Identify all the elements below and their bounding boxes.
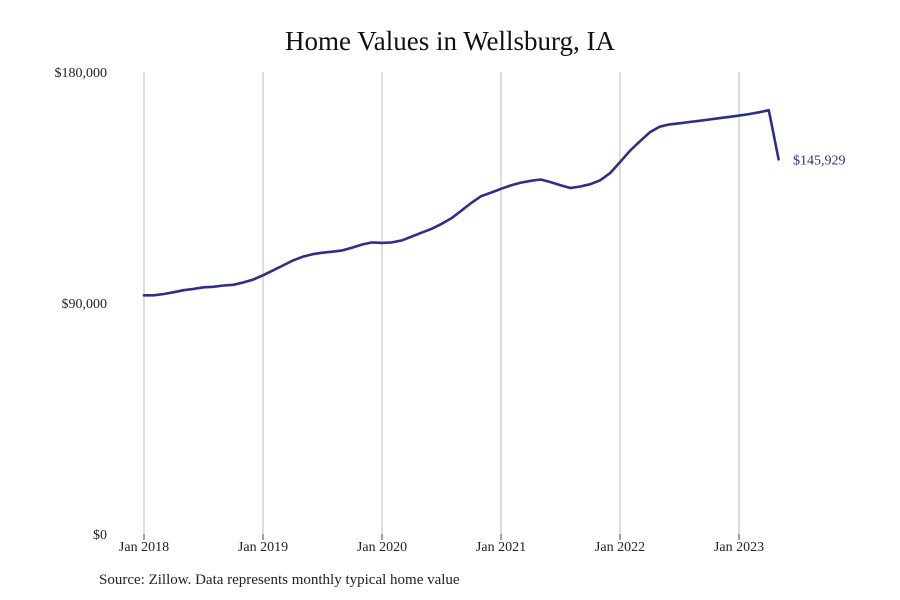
- y-tick-label: $90,000: [62, 297, 108, 312]
- series-layer: [142, 108, 780, 297]
- y-tick-label: $180,000: [55, 66, 108, 81]
- x-tick-label: Jan 2020: [357, 540, 407, 555]
- y-tick-label: $0: [93, 528, 107, 543]
- x-tick-label: Jan 2023: [714, 540, 764, 555]
- y-axis-tick-labels: $0 $90,000 $180,000: [55, 66, 108, 543]
- source-note: Source: Zillow. Data represents monthly …: [99, 572, 460, 588]
- end-value-label: $145,929: [793, 153, 846, 168]
- x-tick-label: Jan 2019: [238, 540, 288, 555]
- chart-title: Home Values in Wellsburg, IA: [284, 26, 616, 56]
- x-tick-label: Jan 2022: [595, 540, 645, 555]
- x-tick-label: Jan 2021: [476, 540, 526, 555]
- data-labels: $145,929: [793, 153, 846, 168]
- x-axis-tick-labels: Jan 2018 Jan 2019 Jan 2020 Jan 2021 Jan 2022…: [119, 540, 764, 555]
- grid-lines: [143, 72, 740, 540]
- series-line: [142, 108, 780, 297]
- x-tick-label: Jan 2018: [119, 540, 169, 555]
